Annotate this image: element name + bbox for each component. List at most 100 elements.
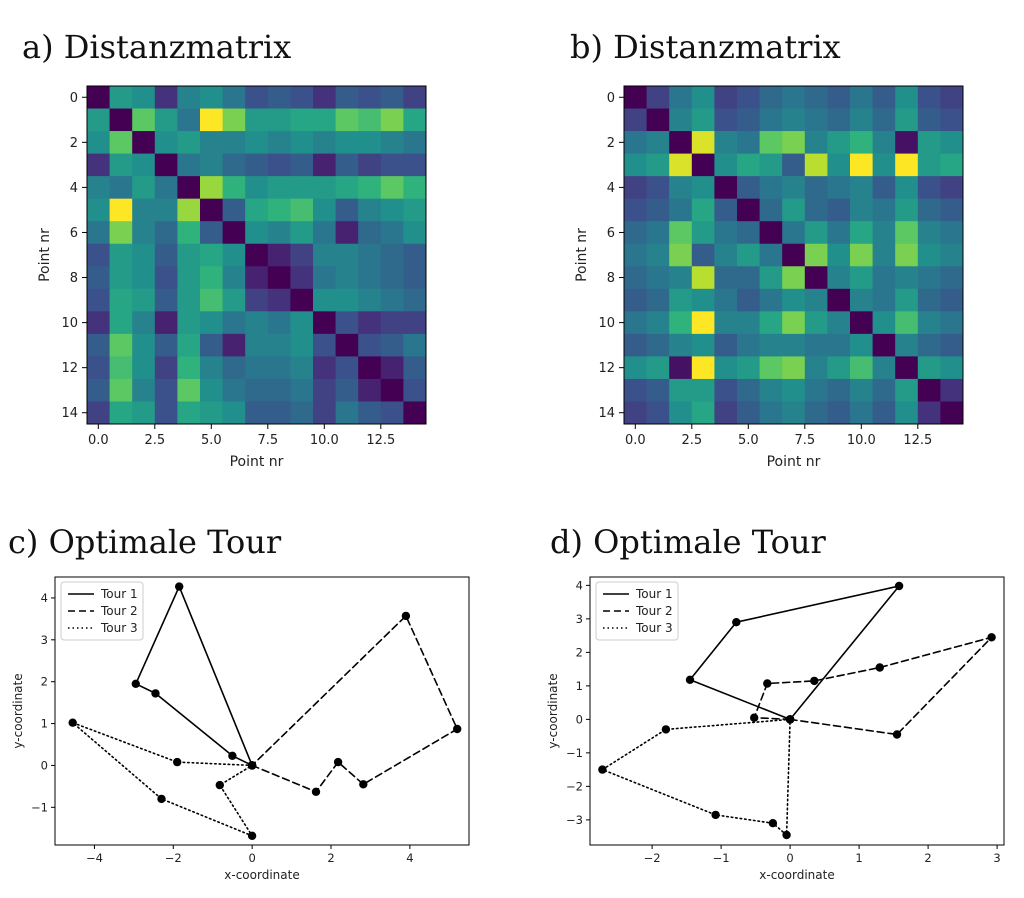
heatmap-cell xyxy=(759,311,783,335)
heatmap-cell xyxy=(804,176,828,200)
heatmap-cell xyxy=(714,221,738,245)
heatmap-cell xyxy=(872,378,896,402)
data-point xyxy=(131,679,140,688)
heatmap-cell xyxy=(222,266,246,290)
heatmap-cell xyxy=(872,333,896,357)
heatmap-cell xyxy=(804,288,828,312)
heatmap-cell xyxy=(714,153,738,177)
heatmap-cell xyxy=(827,198,851,222)
heatmap-cell xyxy=(154,401,178,425)
heatmap-cell xyxy=(759,266,783,290)
heatmap-cell xyxy=(403,311,427,335)
heatmap-cell xyxy=(358,243,382,267)
heatmap-cell xyxy=(245,356,269,380)
heatmap-cell xyxy=(200,131,223,154)
data-point xyxy=(175,582,184,591)
heatmap-cell xyxy=(940,198,964,222)
heatmap-cell xyxy=(267,266,291,290)
heatmap-cell xyxy=(109,131,133,154)
heatmap-cell xyxy=(737,333,760,357)
heatmap-cell xyxy=(917,86,941,109)
heatmap-cell xyxy=(737,221,760,245)
heatmap-cell xyxy=(872,221,896,245)
heatmap-cell xyxy=(403,266,427,290)
heatmap-cell xyxy=(290,356,314,380)
heatmap-cell xyxy=(895,333,919,357)
heatmap-cell xyxy=(267,108,291,132)
heatmap-cell xyxy=(850,266,873,290)
y-tick-label: 3 xyxy=(41,633,48,647)
heatmap-cell xyxy=(177,311,201,335)
data-point xyxy=(875,663,884,672)
heatmap-cell xyxy=(177,108,201,132)
heatmap-cell xyxy=(154,153,178,177)
data-point xyxy=(763,679,772,688)
heatmap-cell xyxy=(691,176,715,200)
y-tick-label: 0 xyxy=(41,758,48,772)
heatmap-cell xyxy=(917,108,941,132)
heatmap-cell xyxy=(177,221,201,245)
y-tick-label: 8 xyxy=(607,271,615,286)
heatmap-cell xyxy=(624,333,647,357)
heatmap-cell xyxy=(624,401,647,425)
heatmap-cell xyxy=(267,221,291,245)
heatmap-cell xyxy=(714,378,738,402)
heatmap-cell xyxy=(109,401,133,425)
heatmap-cell xyxy=(358,288,382,312)
heatmap-cell xyxy=(850,378,873,402)
heatmap-cell xyxy=(290,378,314,402)
heatmap-cell xyxy=(737,108,760,132)
heatmap-cell xyxy=(177,243,201,267)
heatmap-cell xyxy=(872,198,896,222)
heatmap-cell xyxy=(313,243,336,267)
heatmap-cell xyxy=(267,153,291,177)
y-tick-label: −1 xyxy=(566,746,583,760)
heatmap-cell xyxy=(177,266,201,290)
heatmap-cell xyxy=(87,176,110,200)
heatmap-cell xyxy=(313,401,336,425)
legend-label: Tour 3 xyxy=(635,621,673,635)
heatmap-cell xyxy=(737,266,760,290)
heatmap-cell xyxy=(177,333,201,357)
heatmap-cell xyxy=(200,333,223,357)
heatmap-cell xyxy=(827,311,851,335)
heatmap-cell xyxy=(290,311,314,335)
heatmap-cell xyxy=(872,176,896,200)
heatmap-cell xyxy=(154,198,178,222)
heatmap-cell xyxy=(714,176,738,200)
heatmap-cell xyxy=(917,288,941,312)
heatmap-cell xyxy=(895,108,919,132)
heatmap-cell xyxy=(154,288,178,312)
heatmap-cell xyxy=(714,86,738,109)
heatmap-cell xyxy=(200,243,223,267)
heatmap-cell xyxy=(245,401,269,425)
heatmap-cell xyxy=(895,153,919,177)
heatmap-cell xyxy=(827,221,851,245)
heatmap-cell xyxy=(782,266,806,290)
heatmap-cell xyxy=(782,356,806,380)
panel-a: a) Distanzmatrix 0 2 4 6 8 10 12 14 0.0 2.5 5.0 7.5 1… xyxy=(22,28,427,470)
heatmap-cell xyxy=(154,266,178,290)
heatmap-cell xyxy=(940,131,964,154)
heatmap-cell xyxy=(737,356,760,380)
heatmap-cell xyxy=(313,356,336,380)
heatmap-cell xyxy=(804,131,828,154)
heatmap-cell xyxy=(380,356,404,380)
heatmap-cell xyxy=(782,131,806,154)
data-point xyxy=(311,787,321,796)
heatmap-cell xyxy=(87,86,110,109)
heatmap-cell xyxy=(804,108,828,132)
heatmap-cell xyxy=(714,356,738,380)
heatmap-cell xyxy=(403,401,427,425)
heatmap-cell xyxy=(200,356,223,380)
legend-label: Tour 3 xyxy=(100,621,138,635)
heatmap-cell xyxy=(222,333,246,357)
heatmap-cell xyxy=(827,266,851,290)
heatmap-cell xyxy=(759,153,783,177)
heatmap-cell xyxy=(245,198,269,222)
heatmap-cell xyxy=(917,378,941,402)
heatmap-cell xyxy=(827,333,851,357)
data-point xyxy=(247,831,257,840)
heatmap-cell xyxy=(335,356,359,380)
